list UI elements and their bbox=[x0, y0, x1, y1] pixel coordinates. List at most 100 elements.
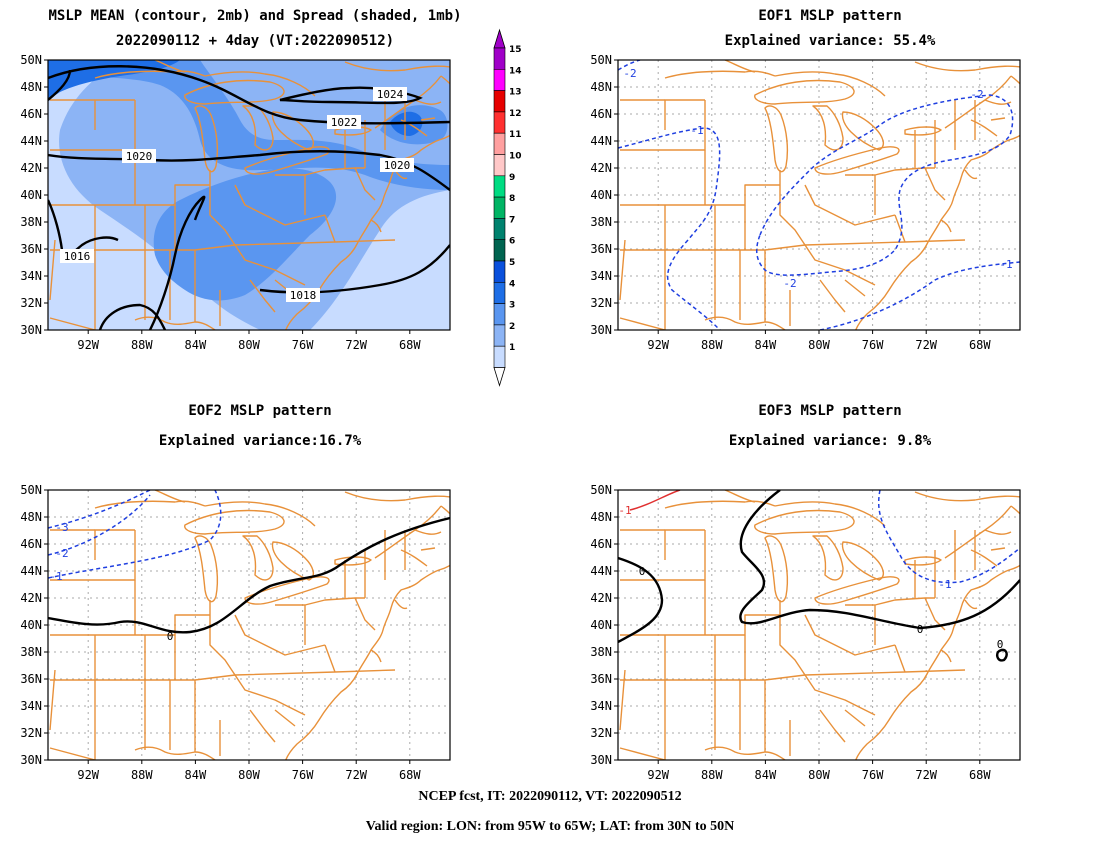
lat-tick-label: 38N bbox=[20, 645, 42, 659]
lon-tick-label: 68W bbox=[399, 338, 421, 352]
eof3-contour-zero-loop bbox=[996, 648, 1008, 662]
lat-tick-label: 32N bbox=[20, 726, 42, 740]
lat-tick-label: 48N bbox=[590, 510, 612, 524]
eof1-label-neg1-e: -1 bbox=[999, 258, 1012, 271]
lat-tick-label: 34N bbox=[590, 269, 612, 283]
lat-tick-label: 34N bbox=[590, 699, 612, 713]
colorbar-swatch bbox=[493, 175, 506, 198]
lat-tick-label: 30N bbox=[20, 753, 42, 767]
lat-tick-label: 30N bbox=[590, 323, 612, 337]
lon-tick-label: 76W bbox=[292, 338, 314, 352]
eof3-label-zero-e: 0 bbox=[997, 638, 1004, 651]
eof1-label-neg1-w: -1 bbox=[690, 124, 703, 137]
lon-tick-label: 84W bbox=[755, 338, 777, 352]
lon-tick-label: 76W bbox=[862, 338, 884, 352]
lon-tick-label: 88W bbox=[131, 768, 153, 782]
contour-label-1024: 1024 bbox=[377, 88, 404, 101]
contour-label-1020-e: 1020 bbox=[384, 159, 411, 172]
lat-tick-label: 34N bbox=[20, 699, 42, 713]
eof3-contour-zero-west bbox=[618, 556, 664, 644]
eof2-label-neg1: -1 bbox=[49, 570, 62, 583]
mean-panel: 1020 1022 1024 1020 1016 1018 bbox=[47, 59, 451, 331]
colorbar-swatch bbox=[493, 132, 506, 155]
lon-tick-label: 68W bbox=[969, 338, 991, 352]
isobar-west-loop bbox=[48, 69, 72, 101]
lat-tick-label: 42N bbox=[590, 591, 612, 605]
lon-tick-label: 72W bbox=[915, 768, 937, 782]
lat-tick-label: 42N bbox=[20, 591, 42, 605]
lat-tick-label: 44N bbox=[590, 134, 612, 148]
eof3-contour-zero-center bbox=[739, 490, 1020, 630]
colorbar-swatch bbox=[493, 218, 506, 240]
isobar-low-sw bbox=[98, 303, 167, 330]
lat-tick-label: 32N bbox=[20, 296, 42, 310]
isobar-1016 bbox=[148, 195, 206, 330]
lat-tick-label: 44N bbox=[590, 564, 612, 578]
lat-tick-label: 46N bbox=[590, 107, 612, 121]
lat-tick-label: 46N bbox=[20, 107, 42, 121]
lat-tick-label: 32N bbox=[590, 726, 612, 740]
lat-tick-label: 32N bbox=[590, 296, 612, 310]
colorbar-label: 12 bbox=[509, 109, 522, 119]
lon-tick-label: 84W bbox=[185, 338, 207, 352]
lon-tick-label: 68W bbox=[399, 768, 421, 782]
eof2-contour-neg3 bbox=[48, 490, 151, 529]
lat-tick-label: 48N bbox=[20, 510, 42, 524]
eof2-contour-neg1 bbox=[48, 490, 222, 579]
colorbar-label: 11 bbox=[509, 130, 522, 140]
colorbar-swatch bbox=[493, 111, 506, 134]
lon-tick-label: 80W bbox=[808, 768, 830, 782]
lon-tick-label: 88W bbox=[701, 768, 723, 782]
lat-tick-label: 34N bbox=[20, 269, 42, 283]
lon-tick-label: 88W bbox=[701, 338, 723, 352]
spread-shading-3mb-north bbox=[60, 60, 450, 190]
colorbar-label: 6 bbox=[509, 237, 515, 247]
eof3-contour-pos1 bbox=[629, 490, 681, 511]
lon-tick-label: 92W bbox=[647, 768, 669, 782]
eof1-label-neg2-s: -2 bbox=[783, 277, 796, 290]
eof2-label-zero: 0 bbox=[167, 630, 174, 643]
mean-subtitle: 2022090112 + 4day (VT:2022090512) bbox=[115, 33, 395, 49]
eof2-contour-neg2 bbox=[48, 494, 151, 556]
footer-line-1: NCEP fcst, IT: 2022090112, VT: 202209051… bbox=[418, 789, 682, 804]
axis-labels: 50N 48N 46N 44N 42N 40N 38N 36N 34N 32N 30N 92W 88W 8… bbox=[20, 53, 991, 782]
colorbar-label: 7 bbox=[509, 215, 515, 225]
lat-tick-label: 42N bbox=[20, 161, 42, 175]
lat-tick-label: 50N bbox=[590, 53, 612, 67]
isobar-1024 bbox=[279, 86, 423, 105]
lat-tick-label: 48N bbox=[590, 80, 612, 94]
eof3-label-neg1: -1 bbox=[938, 578, 951, 591]
colorbar-swatch bbox=[493, 239, 506, 262]
lat-tick-label: 40N bbox=[590, 188, 612, 202]
lat-tick-label: 50N bbox=[20, 483, 42, 497]
lat-tick-label: 44N bbox=[20, 134, 42, 148]
lon-tick-label: 92W bbox=[77, 338, 99, 352]
lat-tick-label: 38N bbox=[590, 215, 612, 229]
colorbar-label: 4 bbox=[509, 279, 515, 289]
eof3-subtitle: Explained variance: 9.8% bbox=[728, 433, 932, 449]
lat-tick-label: 30N bbox=[590, 753, 612, 767]
eof2-contour-zero bbox=[48, 516, 450, 634]
lon-tick-label: 72W bbox=[345, 338, 367, 352]
colorbar-label: 1 bbox=[509, 343, 515, 353]
lat-tick-label: 50N bbox=[590, 483, 612, 497]
colorbar-label: 15 bbox=[509, 45, 522, 55]
lat-tick-label: 46N bbox=[20, 537, 42, 551]
lat-tick-label: 44N bbox=[20, 564, 42, 578]
colorbar-swatch bbox=[493, 90, 506, 113]
colorbar-label: 14 bbox=[509, 66, 522, 76]
lon-tick-label: 76W bbox=[292, 768, 314, 782]
colorbar-label: 9 bbox=[509, 173, 515, 183]
footer-line-2: Valid region: LON: from 95W to 65W; LAT:… bbox=[365, 819, 735, 834]
lat-tick-label: 42N bbox=[590, 161, 612, 175]
eof1-panel: -2 -1 -2 -2 -1 bbox=[617, 59, 1021, 331]
eof3-panel: -1 0 0 -1 0 bbox=[617, 489, 1021, 761]
colorbar-label: 5 bbox=[509, 258, 515, 268]
lat-tick-label: 50N bbox=[20, 53, 42, 67]
contour-label-1020-w: 1020 bbox=[126, 150, 153, 163]
lat-tick-label: 36N bbox=[20, 672, 42, 686]
isobar-1018-north bbox=[48, 65, 450, 125]
lon-tick-label: 88W bbox=[131, 338, 153, 352]
lat-tick-label: 36N bbox=[20, 242, 42, 256]
